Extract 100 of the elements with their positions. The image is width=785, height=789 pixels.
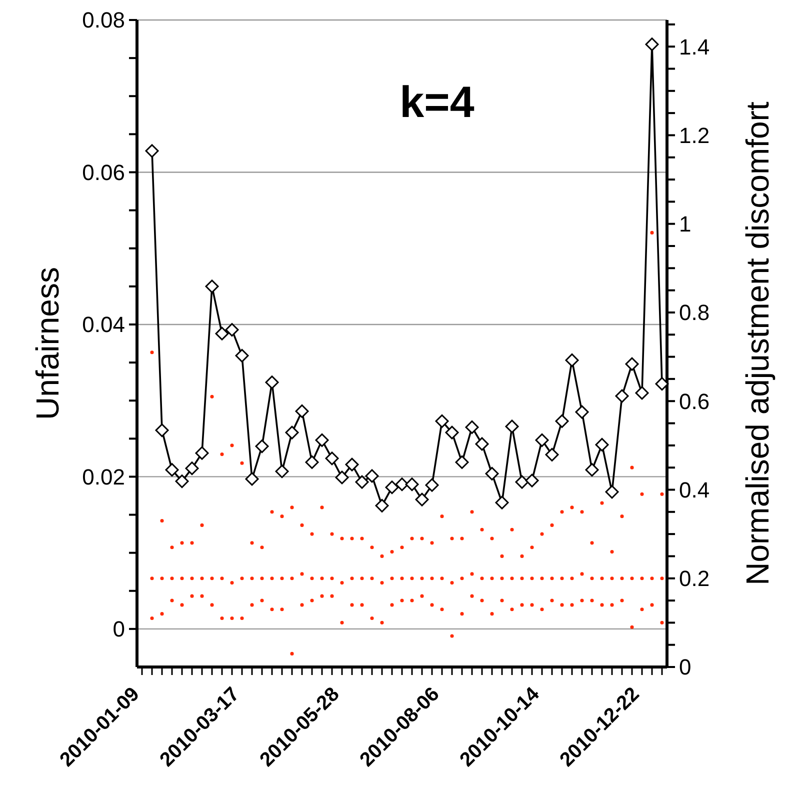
point <box>430 576 434 580</box>
point <box>655 377 669 391</box>
point <box>280 576 284 580</box>
point <box>375 498 389 512</box>
point <box>525 474 539 488</box>
point <box>260 598 264 602</box>
point <box>620 598 624 602</box>
y-tick-label: 0.06 <box>82 160 125 185</box>
point <box>370 576 374 580</box>
point <box>470 594 474 598</box>
point <box>340 620 344 624</box>
point <box>395 478 409 492</box>
point <box>170 546 174 550</box>
point <box>150 616 154 620</box>
point <box>320 576 324 580</box>
point <box>460 612 464 616</box>
point <box>540 576 544 580</box>
point <box>605 485 619 499</box>
point <box>190 541 194 545</box>
point <box>630 466 634 470</box>
point <box>370 546 374 550</box>
point <box>280 514 284 518</box>
point <box>530 603 534 607</box>
point <box>230 581 234 585</box>
point <box>280 608 284 612</box>
point <box>300 523 304 527</box>
point <box>420 576 424 580</box>
point <box>600 603 604 607</box>
point <box>400 598 404 602</box>
y2-tick-label: 0.6 <box>679 388 710 414</box>
point <box>450 581 454 585</box>
point <box>260 576 264 580</box>
y-tick-label: 0 <box>112 616 125 642</box>
y2-axis-title: Normalised adjustment discomfort <box>739 102 776 586</box>
point <box>200 594 204 598</box>
point <box>660 576 664 580</box>
point <box>180 603 184 607</box>
point <box>185 462 199 476</box>
point <box>640 492 644 496</box>
point <box>630 576 634 580</box>
point <box>490 576 494 580</box>
point <box>220 576 224 580</box>
point <box>515 475 529 489</box>
point <box>445 426 459 440</box>
point <box>175 474 189 488</box>
point <box>620 576 624 580</box>
point <box>360 603 364 607</box>
point <box>580 510 584 514</box>
point <box>465 420 479 434</box>
point <box>250 576 254 580</box>
point <box>160 612 164 616</box>
point <box>305 455 319 469</box>
point <box>160 576 164 580</box>
point <box>145 144 159 158</box>
point <box>180 541 184 545</box>
point <box>660 620 664 624</box>
point <box>610 576 614 580</box>
point <box>290 506 294 510</box>
point <box>250 603 254 607</box>
point <box>180 576 184 580</box>
point <box>505 420 519 434</box>
point <box>220 452 224 456</box>
y-tick-label: 0.08 <box>82 8 125 33</box>
point <box>250 541 254 545</box>
point <box>410 536 414 540</box>
point <box>570 603 574 607</box>
point <box>320 594 324 598</box>
point <box>635 386 649 400</box>
point <box>500 576 504 580</box>
point <box>190 576 194 580</box>
point <box>265 376 279 390</box>
point <box>270 510 274 514</box>
point <box>530 576 534 580</box>
point <box>510 528 514 532</box>
point <box>420 536 424 540</box>
y-tick-label: 0.02 <box>82 464 125 490</box>
point <box>215 326 229 340</box>
point <box>410 598 414 602</box>
point <box>615 389 629 403</box>
point <box>470 510 474 514</box>
point <box>560 510 564 514</box>
y2-tick-label: 0.4 <box>679 477 710 502</box>
point <box>245 472 259 486</box>
point <box>520 576 524 580</box>
point <box>570 506 574 510</box>
point <box>310 598 314 602</box>
point <box>415 492 429 506</box>
y-tick-label: 0.04 <box>82 312 125 338</box>
point <box>595 438 609 452</box>
point <box>320 506 324 510</box>
point <box>440 608 444 612</box>
point <box>590 598 594 602</box>
point <box>480 528 484 532</box>
point <box>410 576 414 580</box>
point <box>550 523 554 527</box>
point <box>210 576 214 580</box>
point <box>555 414 569 428</box>
point <box>205 280 219 294</box>
text: k=4 <box>398 78 476 128</box>
point <box>540 608 544 612</box>
